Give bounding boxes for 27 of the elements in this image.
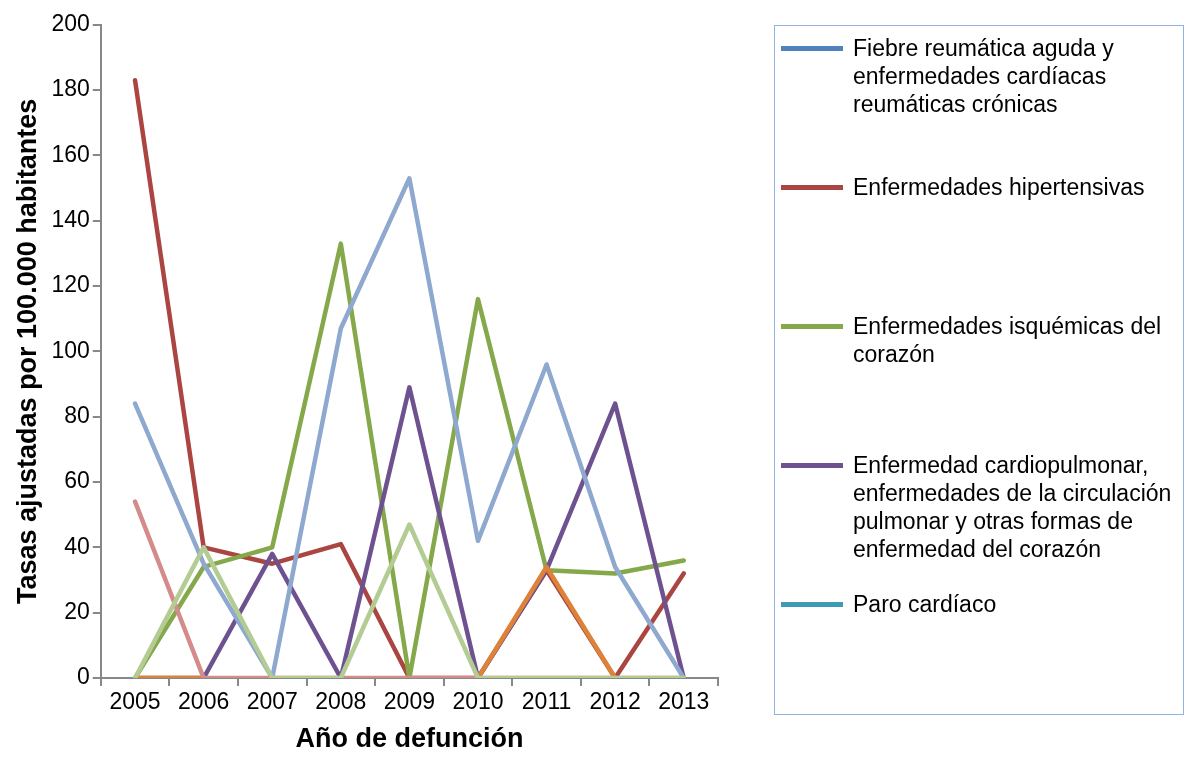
x-tick-label: 2006: [178, 688, 230, 715]
x-tick-label: 2008: [315, 688, 367, 715]
y-tick-label: 80: [64, 402, 90, 429]
legend-label: Paro cardíaco: [853, 590, 997, 618]
x-tick-label: 2011: [521, 688, 572, 715]
legend-label: Enfermedad cardiopulmonar, enfermedades de la circulación pulmonar y otras formas de enfermedad del corazón: [853, 451, 1173, 563]
y-tick-label: 60: [64, 467, 90, 494]
x-tick-label: 2005: [109, 688, 161, 715]
y-tick-label: 20: [64, 598, 90, 625]
legend-label: Enfermedades isquémicas del corazón: [853, 312, 1163, 368]
y-tick-label: 100: [51, 336, 90, 363]
x-tick-label: 2013: [658, 688, 710, 715]
y-tick-label: 0: [76, 663, 90, 690]
y-tick-label: 160: [51, 140, 90, 167]
x-tick-label: 2007: [246, 688, 298, 715]
x-tick-label: 2012: [589, 688, 641, 715]
y-tick-label: 40: [64, 532, 90, 559]
legend-label: Enfermedades hipertensivas: [853, 173, 1145, 201]
legend-label: Fiebre reumática aguda y enfermedades cardíacas reumáticas crónicas: [853, 34, 1115, 118]
y-axis-title: Tasas ajustadas por 100.000 habitantes: [11, 98, 42, 605]
y-tick-label: 140: [51, 206, 90, 233]
y-tick-label: 200: [51, 10, 90, 37]
x-tick-label: 2009: [383, 688, 435, 715]
y-tick-label: 180: [51, 75, 90, 102]
x-axis-title: Año de defunción: [295, 723, 524, 754]
y-tick-label: 120: [51, 271, 90, 298]
x-tick-label: 2010: [452, 688, 504, 715]
